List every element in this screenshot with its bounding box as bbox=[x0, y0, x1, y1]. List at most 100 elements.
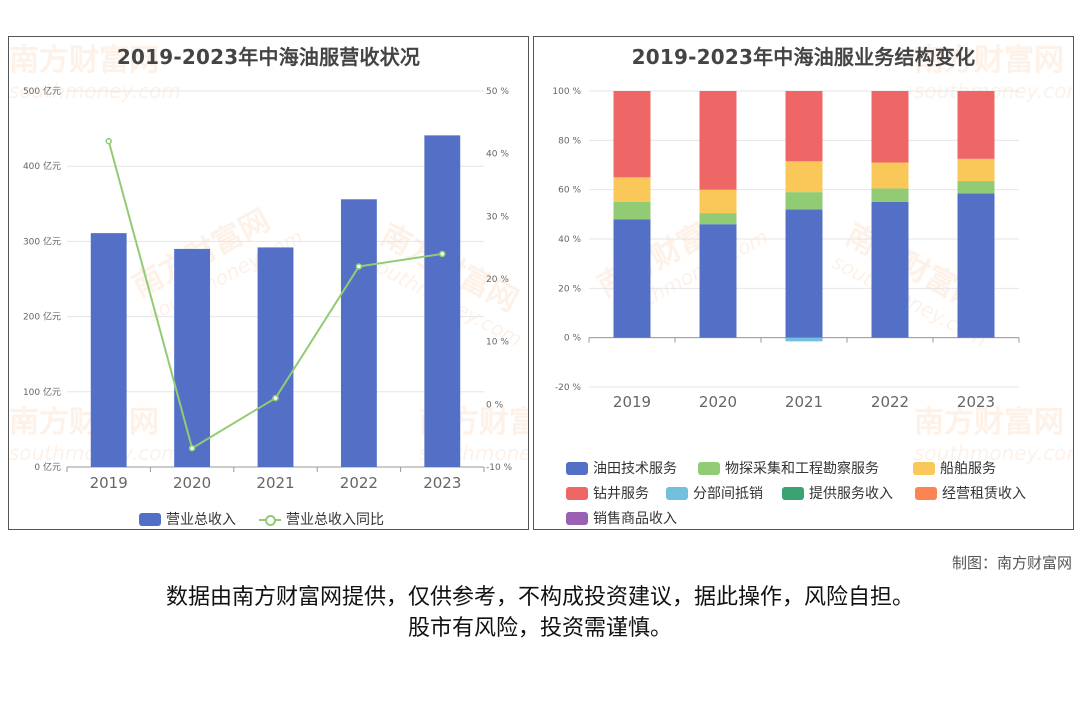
bar-segment bbox=[957, 158, 995, 182]
y-tick-label: 0 % bbox=[564, 334, 582, 344]
x-tick-label: 2020 bbox=[699, 393, 737, 411]
x-tick-label: 2021 bbox=[785, 393, 823, 411]
legend-label: 钻井服务 bbox=[593, 486, 649, 502]
y-tick-label: 20 % bbox=[558, 284, 581, 294]
point-yoy bbox=[188, 444, 196, 452]
legend-item-service-revenue[interactable]: 提供服务收入 bbox=[782, 483, 893, 503]
legend-swatch bbox=[139, 512, 161, 526]
bar-segment bbox=[699, 224, 737, 338]
y-tick-label-left: 300 亿元 bbox=[23, 235, 61, 247]
bar-segment bbox=[785, 91, 823, 162]
y-tick-label-right: 0 % bbox=[486, 400, 504, 410]
legend-label: 油田技术服务 bbox=[593, 461, 677, 477]
y-tick-label: 40 % bbox=[558, 235, 581, 245]
bar-segment bbox=[613, 202, 651, 220]
legend-label: 分部间抵销 bbox=[693, 486, 763, 502]
legend-item-revenue[interactable]: 营业总收入 bbox=[139, 509, 236, 529]
legend-item-leasing[interactable]: 经营租赁收入 bbox=[915, 483, 1026, 503]
y-tick-label-left: 400 亿元 bbox=[23, 160, 61, 172]
legend-item-geophysical[interactable]: 物探采集和工程勘察服务 bbox=[698, 458, 879, 478]
legend-label: 营业总收入 bbox=[166, 512, 236, 528]
bar-segment bbox=[613, 91, 651, 178]
bar-segment bbox=[871, 188, 909, 202]
bar-revenue bbox=[90, 233, 127, 467]
disclaimer-line-2: 股市有风险，投资需谨慎。 bbox=[407, 616, 672, 641]
x-tick-label: 2019 bbox=[613, 393, 651, 411]
legend-label: 销售商品收入 bbox=[593, 511, 677, 527]
legend-item-drilling[interactable]: 钻井服务 bbox=[566, 483, 649, 503]
bar-segment bbox=[785, 192, 823, 210]
x-tick-label: 2020 bbox=[173, 474, 211, 492]
y-tick-label-left: 200 亿元 bbox=[23, 311, 61, 323]
bar-segment bbox=[613, 177, 651, 202]
legend-swatch bbox=[782, 486, 804, 500]
y-tick-label-left: 500 亿元 bbox=[23, 85, 61, 97]
legend-label: 营业总收入同比 bbox=[286, 512, 384, 528]
x-tick-label: 2023 bbox=[957, 393, 995, 411]
legend-swatch bbox=[915, 486, 937, 500]
legend-swatch bbox=[566, 461, 588, 475]
legend-label: 提供服务收入 bbox=[809, 486, 893, 502]
y-tick-label-right: 40 % bbox=[486, 150, 509, 160]
bar-revenue bbox=[174, 248, 211, 467]
legend-label: 船舶服务 bbox=[940, 461, 996, 477]
bar-segment bbox=[871, 202, 909, 338]
point-yoy bbox=[355, 263, 363, 270]
bar-segment bbox=[957, 181, 995, 194]
bar-revenue bbox=[340, 199, 377, 467]
revenue-chart-svg: 0 亿元 100 亿元 200 亿元 300 亿元 400 亿元 500 亿元 -10 % 0… bbox=[23, 85, 513, 492]
legend-item-shipping[interactable]: 船舶服务 bbox=[913, 458, 996, 478]
x-tick-label: 2022 bbox=[340, 474, 378, 492]
y-tick-label-right: 30 % bbox=[486, 212, 509, 222]
x-tick-label: 2023 bbox=[423, 474, 461, 492]
y-tick-label-left: 0 亿元 bbox=[34, 461, 61, 473]
bar-segment bbox=[699, 91, 737, 190]
structure-chart-svg: -20 % 0 % 20 % 40 % 60 % 80 % 100 % 2019 2020 202… bbox=[552, 87, 1020, 411]
bar-revenue bbox=[257, 247, 294, 467]
bar-segment bbox=[871, 91, 909, 163]
y-tick-label-left: 100 亿元 bbox=[23, 386, 61, 398]
bar-segment bbox=[699, 189, 737, 214]
x-tick-label: 2022 bbox=[871, 393, 909, 411]
legend-line-swatch bbox=[259, 513, 281, 526]
structure-chart-panel: 南方财富网 southmoney.com 南方财富网 southmoney.com … bbox=[533, 36, 1074, 530]
point-yoy bbox=[439, 250, 446, 258]
bar-segment bbox=[957, 193, 995, 338]
legend-item-yoy[interactable]: 营业总收入同比 bbox=[259, 509, 384, 529]
y-tick-label: 60 % bbox=[558, 186, 581, 196]
y-tick-label-right: 20 % bbox=[486, 275, 509, 285]
y-tick-label-right: -10 % bbox=[486, 463, 513, 473]
x-tick-label: 2019 bbox=[90, 474, 128, 492]
point-yoy bbox=[105, 137, 112, 145]
disclaimer-line-1: 数据由南方财富网提供，仅供参考，不构成投资建议，据此操作，风险自担。 bbox=[165, 585, 914, 610]
legend-swatch bbox=[666, 486, 688, 500]
point-yoy bbox=[272, 394, 279, 402]
y-tick-label: 80 % bbox=[558, 136, 581, 146]
bar-segment bbox=[785, 337, 823, 342]
legend-item-elimination[interactable]: 分部间抵销 bbox=[666, 483, 763, 503]
chart-title: 2019-2023年中海油服营收状况 bbox=[116, 45, 421, 69]
bar-segment bbox=[699, 213, 737, 225]
legend-swatch bbox=[566, 486, 588, 500]
legend-swatch bbox=[566, 511, 588, 525]
x-tick-label: 2021 bbox=[256, 474, 294, 492]
disclaimer: 数据由南方财富网提供，仅供参考，不构成投资建议，据此操作，风险自担。 股市有风险… bbox=[0, 582, 1080, 644]
legend-label: 经营租赁收入 bbox=[942, 486, 1026, 502]
legend-label: 物探采集和工程勘察服务 bbox=[725, 461, 879, 477]
legend-swatch bbox=[698, 461, 720, 475]
bar-segment bbox=[785, 161, 823, 193]
bar-segment bbox=[871, 162, 909, 189]
chart-title: 2019-2023年中海油服业务结构变化 bbox=[631, 45, 976, 69]
bar-segment bbox=[613, 219, 651, 338]
y-tick-label: 100 % bbox=[552, 87, 581, 97]
bar-segment bbox=[785, 209, 823, 338]
legend-item-oilfield[interactable]: 油田技术服务 bbox=[566, 458, 677, 478]
bar-segment bbox=[957, 91, 995, 159]
legend-swatch bbox=[913, 461, 935, 475]
y-tick-label: -20 % bbox=[555, 383, 582, 393]
chart-credit: 制图：南方财富网 bbox=[951, 554, 1072, 572]
legend-item-goods[interactable]: 销售商品收入 bbox=[566, 508, 677, 528]
y-tick-label-right: 10 % bbox=[486, 338, 509, 348]
bar-revenue bbox=[424, 135, 461, 468]
